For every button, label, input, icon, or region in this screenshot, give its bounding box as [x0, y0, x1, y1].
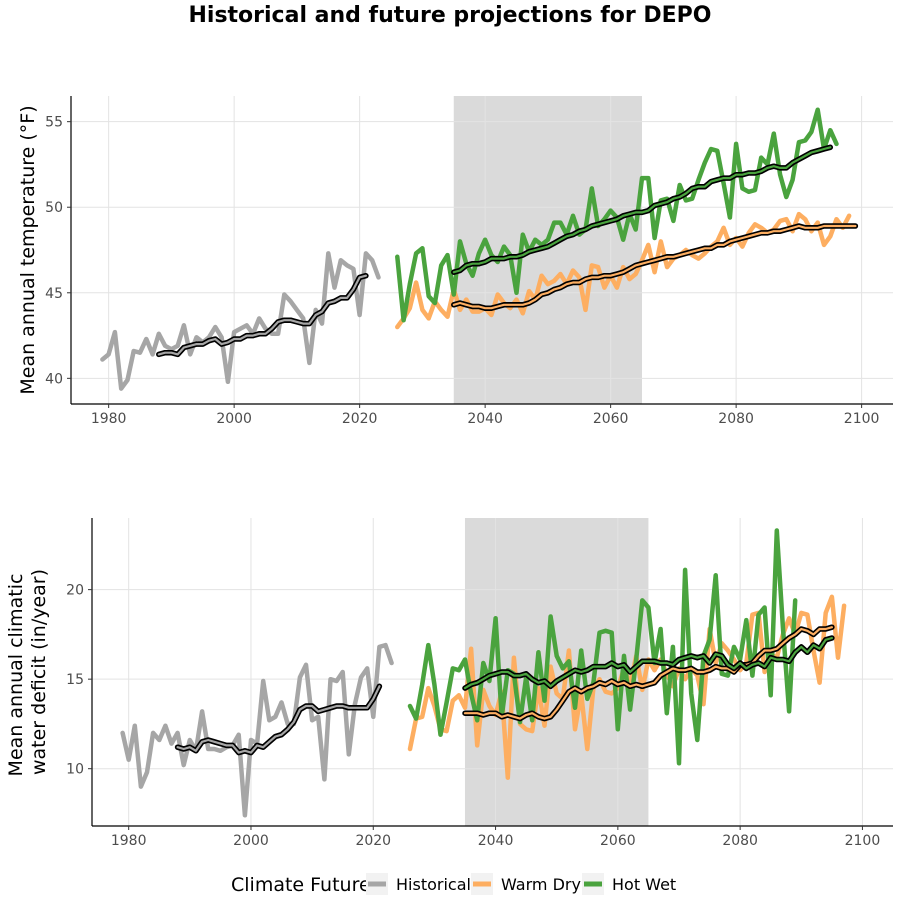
water-deficit-y-tick-label: 20 [66, 583, 84, 599]
water-deficit-y-axis-label-line-2: water deficit (in/year) [28, 569, 50, 775]
chart-title: Historical and future projections for DE… [188, 3, 711, 28]
water-deficit-smoothed-historical [176, 685, 381, 754]
temperature-y-tick-label: 55 [45, 115, 63, 131]
temperature-x-tick-label: 1980 [91, 411, 127, 427]
legend-label-warm-dry: Warm Dry [501, 875, 581, 894]
water-deficit-x-tick-label: 1980 [111, 833, 147, 849]
water-deficit-smoothed-warm-dry [463, 626, 834, 720]
temperature-x-tick-label: 2080 [718, 411, 754, 427]
temperature-y-axis-label: Mean annual temperature (°F) [17, 105, 39, 394]
temperature-series-historical [100, 251, 381, 391]
water-deficit-y-axis-label: Mean annual climatic water deficit (in/y… [5, 568, 50, 777]
temperature-smoothed-hot-wet [452, 146, 832, 274]
temperature-x-tick-label: 2020 [342, 411, 378, 427]
water-deficit-y-tick-label: 15 [66, 672, 84, 688]
water-deficit-x-tick-label: 2100 [845, 833, 881, 849]
temperature-x-tick-label: 2000 [216, 411, 252, 427]
water-deficit-x-tick-label: 2000 [233, 833, 269, 849]
water-deficit-y-tick-label: 10 [66, 762, 84, 778]
legend: Climate Future Historical Warm Dry Hot W… [231, 873, 676, 896]
temperature-x-tick-label: 2100 [844, 411, 880, 427]
water-deficit-x-tick-label: 2040 [478, 833, 514, 849]
water-deficit-y-axis-label-line-1: Mean annual climatic [5, 574, 27, 777]
legend-title: Climate Future [231, 874, 371, 896]
temperature-x-tick-label: 2040 [467, 411, 503, 427]
water-deficit-x-tick-label: 2080 [722, 833, 758, 849]
water-deficit-x-tick-label: 2060 [600, 833, 636, 849]
water-deficit-smoothed-hot-wet [463, 636, 834, 690]
legend-label-historical: Historical [396, 875, 471, 894]
temperature-panel: Mean annual temperature (°F) 1980 2000 202… [17, 96, 893, 427]
temperature-smoothed-historical [157, 274, 367, 356]
water-deficit-series-hot-wet [407, 528, 798, 766]
temperature-y-tick-label: 45 [45, 286, 63, 302]
water-deficit-series-historical [120, 642, 394, 818]
legend-label-hot-wet: Hot Wet [612, 875, 676, 894]
temperature-smoothed-warm-dry [452, 224, 857, 310]
water-deficit-x-tick-label: 2020 [355, 833, 391, 849]
water-deficit-panel: Mean annual climatic water deficit (in/y… [5, 518, 893, 849]
temperature-x-tick-label: 2060 [593, 411, 629, 427]
temperature-y-tick-label: 40 [45, 371, 63, 387]
temperature-y-tick-label: 50 [45, 200, 63, 216]
